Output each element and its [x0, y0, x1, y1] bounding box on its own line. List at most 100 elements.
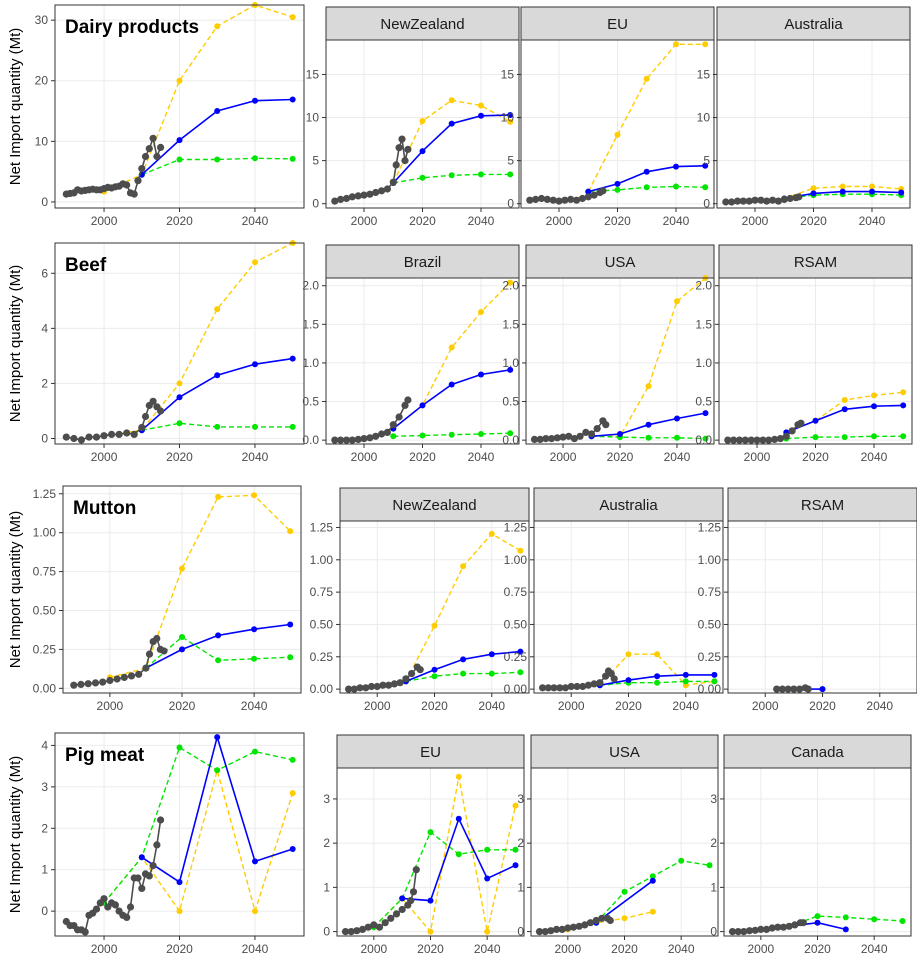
data-point-low — [289, 423, 296, 430]
data-point-historical — [138, 423, 146, 432]
data-point-historical — [149, 134, 157, 142]
data-point-low — [673, 183, 679, 190]
x-tick-label: 2040 — [242, 450, 269, 464]
y-tick-label: 0.50 — [504, 617, 528, 631]
y-tick-label: 4 — [41, 321, 48, 335]
row-title: Dairy products — [65, 17, 199, 38]
x-tick-label: 2020 — [804, 942, 831, 956]
data-point-high — [507, 279, 514, 286]
data-point-historical — [141, 412, 150, 421]
data-point-historical — [569, 923, 578, 931]
data-point-high — [252, 908, 258, 915]
data-point-historical — [157, 816, 165, 824]
data-point-historical — [331, 197, 339, 205]
x-tick-label: 2040 — [663, 214, 690, 228]
y-tick-label: 1 — [517, 880, 524, 894]
data-point-historical — [91, 679, 100, 687]
data-point-low — [900, 433, 907, 440]
data-point-baseline — [289, 96, 296, 103]
data-point-historical — [130, 430, 138, 438]
data-point-baseline — [138, 854, 145, 861]
data-point-low — [614, 186, 621, 193]
data-point-low — [488, 670, 495, 677]
data-point-baseline — [810, 190, 817, 197]
data-point-baseline — [841, 406, 848, 413]
data-point-historical — [733, 197, 742, 205]
y-tick-label: 20 — [35, 74, 49, 88]
y-tick-label: 4 — [41, 738, 48, 752]
data-point-high — [643, 75, 650, 82]
data-point-low — [654, 679, 661, 686]
data-point-historical — [360, 435, 368, 443]
data-point-high — [839, 183, 846, 190]
data-point-historical — [135, 670, 143, 678]
x-tick-label: 2000 — [546, 214, 573, 228]
data-point-historical — [610, 675, 618, 683]
data-point-high — [869, 183, 875, 190]
data-point-historical — [392, 161, 400, 169]
data-point-historical — [387, 914, 395, 922]
data-point-historical — [70, 681, 78, 689]
data-point-historical — [779, 923, 788, 931]
x-tick-label: 2040 — [242, 942, 269, 956]
data-point-baseline — [842, 926, 849, 933]
x-tick-label: 2000 — [744, 450, 771, 464]
data-point-low — [478, 431, 484, 437]
x-tick-label: 2040 — [468, 450, 495, 464]
data-point-baseline — [252, 97, 258, 104]
y-tick-label: 30 — [35, 13, 49, 27]
x-tick-label: 2000 — [360, 942, 387, 956]
data-point-historical — [412, 866, 420, 874]
data-point-historical — [409, 888, 418, 896]
data-point-high — [517, 547, 524, 554]
x-tick-label: 2020 — [421, 699, 448, 713]
data-point-high — [478, 102, 484, 109]
y-axis-label: Net Import quantity (Mt) — [7, 511, 24, 669]
data-point-historical — [138, 884, 146, 893]
data-point-historical — [774, 923, 782, 931]
y-axis-label: Net Import quantity (Mt) — [7, 756, 24, 914]
y-tick-label: 0.75 — [504, 585, 528, 599]
data-point-high — [673, 41, 679, 48]
data-point-baseline — [478, 371, 484, 378]
chart-panel: RSAM 2000 2020 2040 0.00 0.25 0.50 0.75 1.00 1.25 — [698, 487, 917, 713]
data-point-baseline — [215, 632, 222, 639]
y-tick-label: 1.0 — [695, 356, 712, 370]
data-point-high — [654, 651, 661, 658]
data-point-historical — [592, 916, 600, 925]
series-line-high — [587, 43, 706, 192]
data-point-historical — [575, 922, 583, 930]
data-point-high — [179, 565, 185, 572]
facet-strip — [339, 487, 530, 522]
series-line-high — [109, 494, 291, 679]
data-point-high — [488, 530, 495, 537]
data-point-historical — [130, 190, 138, 198]
data-point-historical — [141, 152, 150, 161]
y-tick-label: 0.5 — [502, 395, 519, 409]
data-point-low — [507, 171, 514, 178]
data-point-baseline — [614, 180, 621, 187]
data-point-high — [614, 131, 621, 138]
data-point-baseline — [179, 646, 185, 653]
y-tick-label: 1 — [323, 880, 330, 894]
data-point-historical — [348, 193, 356, 201]
data-point-historical — [547, 927, 555, 935]
data-point-high — [215, 493, 222, 500]
data-point-historical — [590, 191, 598, 199]
data-point-historical — [541, 928, 549, 936]
data-point-historical — [395, 144, 403, 152]
data-point-high — [427, 928, 434, 935]
data-point-low — [448, 431, 455, 438]
data-point-historical — [537, 194, 546, 203]
chart-panel: 2000 2020 2040 0 2 4 6 Beef Net Import quantity … — [7, 240, 305, 464]
y-tick-label: 0.75 — [310, 585, 334, 599]
data-point-high — [448, 344, 455, 351]
data-point-high — [176, 380, 183, 387]
data-point-high — [289, 790, 296, 797]
data-point-baseline — [674, 415, 680, 422]
x-tick-label: 2000 — [91, 450, 118, 464]
data-point-historical — [751, 196, 759, 204]
data-point-historical — [567, 195, 575, 203]
data-point-historical — [341, 928, 350, 936]
y-tick-label: 15 — [501, 67, 515, 81]
